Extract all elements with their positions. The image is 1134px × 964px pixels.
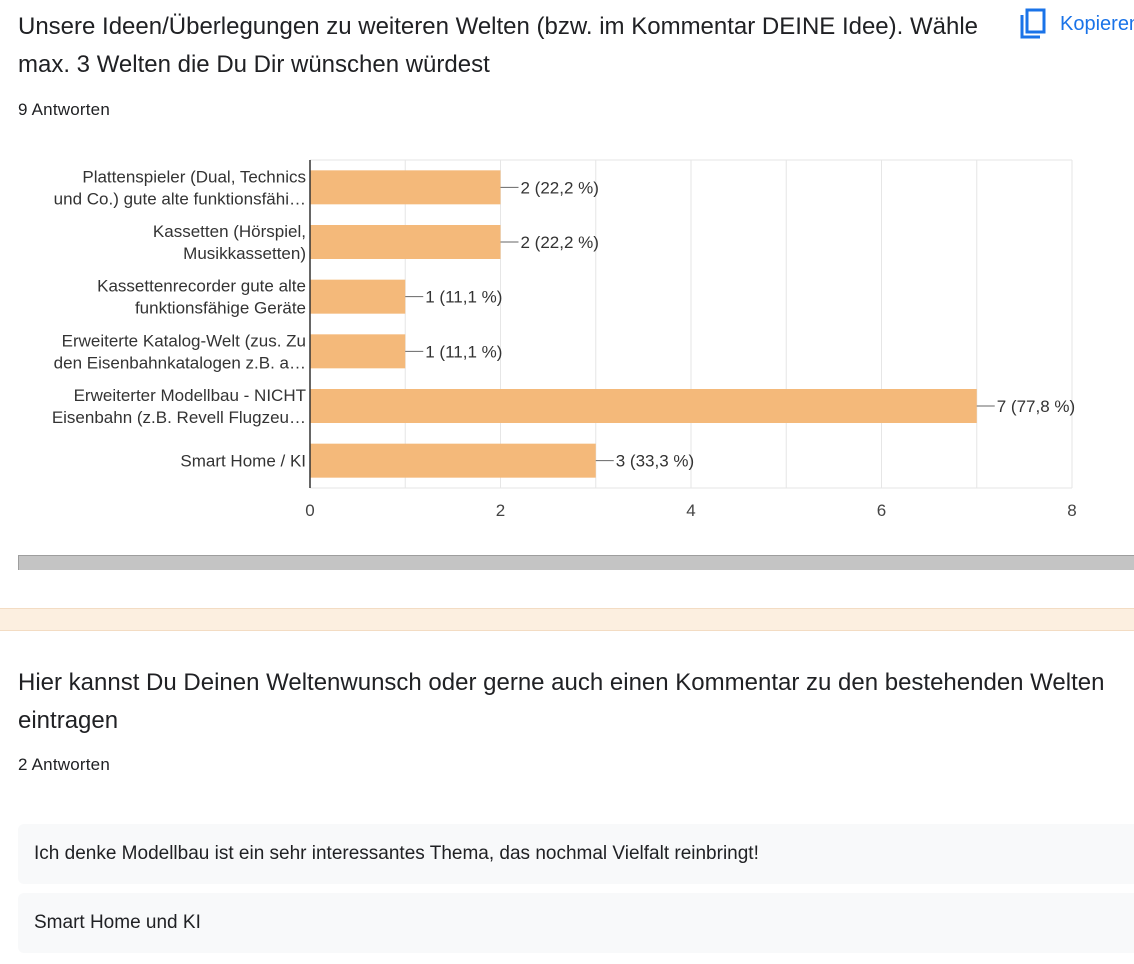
bar [310,334,406,369]
bar [310,225,501,259]
x-tick-label: 2 [496,501,505,520]
response-item: Ich denke Modellbau ist ein sehr interes… [18,824,1134,884]
bar-chart-svg: 0 2 4 6 8 2 (22,2 %) Plattenspieler (Dual, Tec… [52,159,1077,520]
copy-label: Kopieren [1060,12,1134,35]
data-label: 3 (33,3 %) [616,452,694,471]
x-tick-label: 8 [1067,501,1076,520]
copy-icon [1020,8,1046,39]
data-label: 7 (77,8 %) [997,397,1075,416]
category-label: den Eisenbahnkatalogen z.B. a… [54,353,306,372]
section-divider [0,608,1134,631]
category-label: funktionsfähige Geräte [135,299,306,318]
category-label: Eisenbahn (z.B. Revell Flugzeu… [52,408,306,427]
data-label: 1 (11,1 %) [425,342,502,361]
data-label: 2 (22,2 %) [521,178,599,197]
question-title: Unsere Ideen/Überlegungen zu weiteren We… [18,13,979,78]
category-label: Smart Home / KI [180,452,306,471]
bar [310,279,406,314]
copy-chart-button[interactable]: Kopieren [1018,6,1134,42]
x-tick-label: 6 [877,501,886,520]
category-label: Musikkassetten) [183,244,306,263]
x-tick-label: 4 [686,501,695,520]
data-label: 2 (22,2 %) [521,233,599,252]
category-label: Kassetten (Hörspiel, [153,222,306,241]
horizontal-scrollbar[interactable] [18,555,1134,570]
question-title-2: Hier kannst Du Deinen Weltenwunsch oder … [18,669,1105,734]
category-label: Erweiterter Modellbau - NICHT [74,386,306,405]
category-label: Erweiterte Katalog-Welt (zus. Zu [62,331,306,350]
category-label: und Co.) gute alte funktionsfähi… [54,189,306,208]
category-label: Kassettenrecorder gute alte [97,277,306,296]
response-item: Smart Home und KI [18,893,1134,953]
response-count: 9 Antworten [18,100,110,119]
data-label: 1 (11,1 %) [425,288,502,307]
category-label: Plattenspieler (Dual, Technics [82,167,306,186]
x-tick-label: 0 [305,501,314,520]
bar-chart: 0 2 4 6 8 2 (22,2 %) Plattenspieler (Dual, Tec… [0,140,1134,530]
response-count-2: 2 Antworten [18,755,110,774]
bar [310,170,501,205]
bar [310,389,977,423]
bar [310,443,596,478]
